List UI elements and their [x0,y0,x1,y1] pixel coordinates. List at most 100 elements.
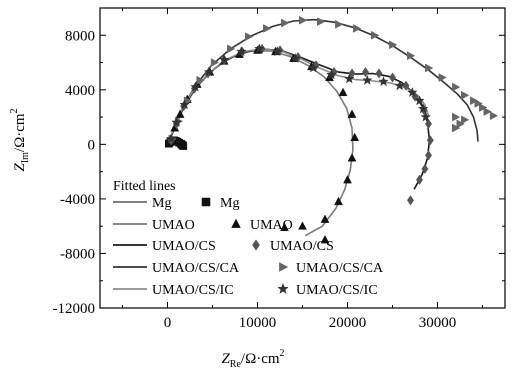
data-point-umao-cs-ca [489,111,499,121]
y-tick-label: 8000 [65,28,95,44]
data-point-umao-cs-ca [461,90,470,100]
data-point-umao-cs-ic [253,43,265,54]
data-point-umao-cs-ca [461,115,470,125]
x-tick-label: 0 [164,315,172,331]
fit-line-umao [166,50,354,237]
y-tick-label: -8000 [60,246,95,262]
data-point-mg [179,142,188,150]
data-point-umao-cs [424,150,433,161]
data-point-umao-cs-ca [483,107,492,117]
data-point-umao-cs-ca [371,30,380,40]
data-point-umao-cs-ca [452,123,461,133]
data-point-umao-cs-ic [414,95,425,106]
data-point-umao-cs-ca [245,32,254,42]
y-axis-title: ZIm/Ω·cm2 [9,108,31,171]
data-point-umao-cs-ca [196,75,205,85]
data-point-umao-cs-ic [420,111,432,122]
data-point-umao-cs-ic [407,86,418,98]
data-point-umao-cs-ic [325,69,337,80]
data-point-umao-cs-ic [171,116,182,128]
data-point-umao-cs-ic [190,81,201,92]
data-point-umao-cs-ca [407,51,416,61]
data-point-umao [298,221,307,230]
fit-line-umao-cs [166,48,431,190]
x-tick-label: 30000 [419,315,457,331]
fit-line-umao-cs-ca [166,18,479,145]
y-tick-label: -12000 [53,301,96,317]
legend-label-data-umao-cs-ca: UMAO/CS/CA [296,261,384,276]
data-point-umao-cs-ca [281,18,290,28]
data-point-umao-cs-ic [289,52,301,64]
legend-label-data-mg: Mg [220,196,239,211]
data-point-umao-cs-ic [417,103,429,114]
data-point-umao-cs-ca [210,58,220,67]
legend-title: Fitted lines [113,179,176,194]
data-point-umao-cs-ic [361,74,373,85]
data-point-umao-cs-ca [452,112,461,122]
legend: Fitted lines Mg Mg UMAO UMAO UMAO/CS UMAO/CS U… [113,179,384,298]
y-tick-label: 0 [88,137,96,153]
data-point-umao-cs [330,66,338,78]
data-point-umao-cs [426,135,434,146]
legend-marker-mg [201,197,211,207]
legend-marker-umao [231,218,241,228]
data-point-umao-cs-ca [353,24,362,33]
data-point-umao-cs-ic [203,66,215,77]
data-point-umao-cs-ic [179,99,190,110]
data-point-umao-cs-ic [394,80,406,91]
legend-marker-umao-cs-ic [277,282,289,295]
data-point-umao-cs [388,72,397,83]
data-point-umao [175,109,185,118]
legend-marker-umao-cs [252,239,260,251]
data-point-umao-cs-ca [470,96,479,106]
data-point-umao-cs-ic [343,73,355,84]
data-point-umao-cs-ca [263,24,272,33]
data-point-umao [350,132,360,142]
data-point-umao-cs-ic [218,54,230,65]
data-point-umao-cs [361,66,370,78]
data-point-umao [347,109,357,118]
data-point-umao-cs-ca [452,82,461,92]
data-point-umao-cs-ca [438,73,447,82]
x-tick-label: 10000 [239,315,277,331]
legend-label-fit-umao: UMAO [152,218,195,233]
data-point-umao-cs-ca [456,119,465,129]
data-point-umao-cs [424,118,433,130]
data-point-umao-cs [375,68,383,79]
legend-label-fit-mg: Mg [152,196,171,211]
data-point-umao-cs-ca [335,19,344,29]
legend-label-fit-umao-cs: UMAO/CS [152,239,216,254]
data-point-umao-cs [421,163,429,175]
fit-line-umao-cs-ic [166,48,430,145]
x-tick-label: 20000 [329,315,367,331]
y-tick-label: 4000 [65,83,95,99]
legend-label-fit-umao-cs-ca: UMAO/CS/CA [152,261,240,276]
data-point-umao-cs [415,174,424,185]
data-point-umao-cs [406,195,415,206]
data-point-umao-cs-ca [479,103,488,112]
data-point-umao-cs-ca [317,17,326,27]
data-point-umao [334,196,343,206]
data-point-umao [280,222,289,232]
legend-label-data-umao: UMAO [250,218,293,233]
data-point-umao-cs-ic [378,76,389,87]
data-point-umao-cs-ic [235,46,247,57]
data-point-umao [320,234,330,244]
y-tick-label: -4000 [60,192,95,208]
axis-ticks: 0 10000 20000 30000 -12000 -8000 -4000 0 4000 800… [53,7,505,331]
data-point-umao-cs-ca [425,63,434,73]
data-point-umao-cs-ca [474,99,483,108]
x-axis-title: ZRe/Ω·cm2 [221,348,284,370]
data-point-umao [347,153,357,162]
data-point-umao [343,174,352,184]
data-point-umao-cs-ic [165,133,177,144]
legend-label-fit-umao-cs-ic: UMAO/CS/IC [152,283,234,298]
data-point-umao-cs-ic [307,62,319,73]
legend-label-data-umao-cs: UMAO/CS [270,239,334,254]
data-point-umao [320,214,330,223]
data-point-umao-cs-ca [227,44,236,54]
legend-marker-umao-cs-ca [279,262,289,272]
legend-label-data-umao-cs-ic: UMAO/CS/IC [296,283,378,298]
